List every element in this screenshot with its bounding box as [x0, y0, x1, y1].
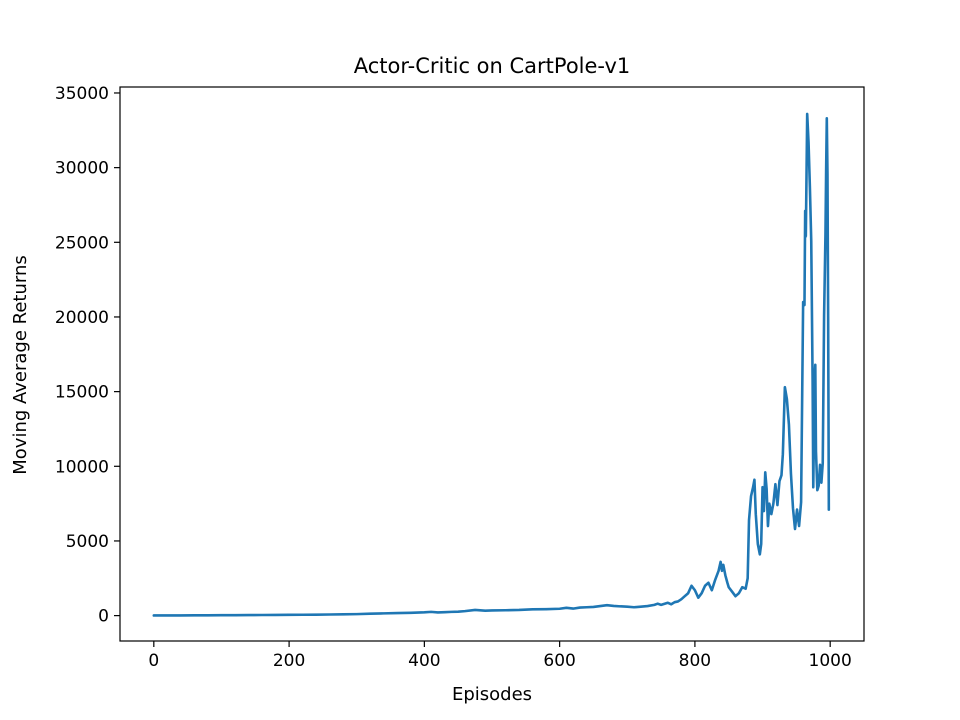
y-tick-label: 30000 — [55, 159, 109, 179]
x-tick-label: 800 — [679, 651, 711, 671]
series-line-1 — [152, 112, 831, 617]
chart-title: Actor-Critic on CartPole-v1 — [354, 54, 630, 78]
y-axis-label: Moving Average Returns — [10, 255, 31, 475]
y-tick-label: 5000 — [66, 532, 109, 552]
x-tick-label: 400 — [408, 651, 440, 671]
plot-area — [119, 86, 865, 642]
axes-frame — [119, 86, 865, 642]
y-tick-label: 25000 — [55, 233, 109, 253]
x-tick-label: 1000 — [809, 651, 852, 671]
y-tick-label: 10000 — [55, 457, 109, 477]
y-tick-label: 20000 — [55, 308, 109, 328]
y-tick-label: 0 — [98, 607, 109, 627]
axis-ticks: 0 200 400 600 800 100005000100001500020000250… — [55, 84, 852, 671]
x-tick-label: 0 — [148, 651, 159, 671]
x-tick-label: 600 — [543, 651, 575, 671]
y-tick-label: 15000 — [55, 383, 109, 403]
y-tick-label: 35000 — [55, 84, 109, 104]
x-axis-label: Episodes — [452, 684, 532, 705]
x-tick-label: 200 — [273, 651, 305, 671]
